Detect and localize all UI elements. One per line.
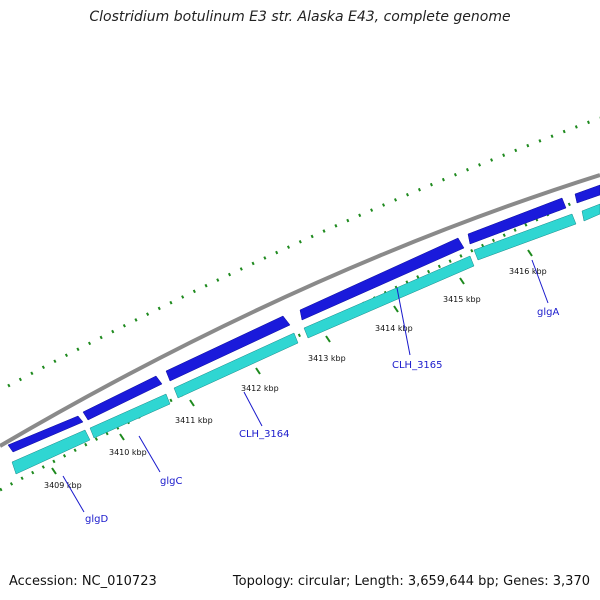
leader-glgD: [62, 475, 85, 513]
kbp-ticks: [51, 249, 533, 475]
forward-cds-5: [467, 197, 567, 245]
tick-mark-3414: [393, 305, 399, 313]
tick-label-3414: 3414 kbp: [375, 324, 413, 333]
tick-label-3415: 3415 kbp: [443, 295, 481, 304]
map-title: Clostridium botulinum E3 str. Alaska E43…: [89, 9, 511, 25]
tick-mark-3410: [119, 433, 125, 441]
gc-dots-outer: [7, 116, 600, 388]
forward-cds-1: [7, 415, 84, 453]
forward-cds-2: [82, 375, 163, 421]
leader-CLH_3164: [243, 391, 263, 427]
reverse-block-2: [89, 393, 171, 439]
tick-mark-3413: [325, 335, 331, 343]
gene-label-CLH_3164: CLH_3164: [239, 429, 290, 440]
gene-leaders: [62, 259, 549, 513]
leader-glgA: [531, 259, 549, 304]
tick-mark-3415: [459, 277, 465, 285]
forward-cds-4: [299, 237, 465, 321]
tick-mark-3411: [189, 399, 195, 407]
accession-text: Accession: NC_010723: [9, 574, 157, 589]
tick-label-3416: 3416 kbp: [509, 267, 547, 276]
reverse-block-3: [173, 332, 299, 399]
tick-label-3409: 3409 kbp: [44, 481, 82, 490]
gene-label-glgA: glgA: [537, 307, 559, 318]
tick-label-3410: 3410 kbp: [109, 448, 147, 457]
tick-label-3412: 3412 kbp: [241, 384, 279, 393]
reverse-track: [11, 203, 600, 475]
reverse-block-5: [473, 213, 577, 261]
leader-glgC: [138, 435, 161, 473]
genome-backbone: [0, 173, 600, 448]
forward-cds-3: [165, 315, 291, 382]
tick-mark-3412: [255, 367, 261, 375]
gc-dots-inner: [0, 188, 600, 492]
tick-mark-3416: [527, 249, 533, 257]
reverse-block-1: [11, 429, 91, 475]
forward-cds-track: [7, 184, 600, 453]
genome-summary-text: Topology: circular; Length: 3,659,644 bp…: [232, 574, 590, 589]
forward-cds-6: [574, 184, 600, 204]
gene-label-CLH_3165: CLH_3165: [392, 360, 443, 371]
leader-CLH_3165: [396, 287, 411, 356]
tick-label-3413: 3413 kbp: [308, 354, 346, 363]
tick-label-3411: 3411 kbp: [175, 416, 213, 425]
reverse-block-6: [581, 203, 600, 222]
gene-label-glgD: glgD: [85, 514, 108, 525]
reverse-block-4: [303, 255, 475, 339]
tick-mark-3409: [51, 467, 57, 475]
gene-label-glgC: glgC: [160, 476, 182, 487]
